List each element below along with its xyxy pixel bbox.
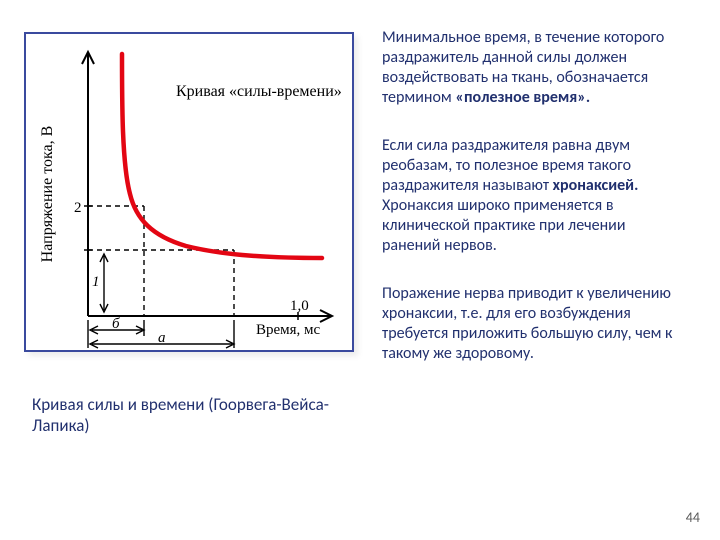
- paragraph-1: Минимальное время, в течение которого ра…: [382, 28, 684, 108]
- y-tick-2: 2: [74, 200, 82, 216]
- p1-bold: «полезное время».: [455, 88, 590, 107]
- left-column: Кривая «силы-времени» Напряжение тока, В…: [24, 24, 354, 520]
- p2-bold: хронаксией.: [553, 176, 639, 195]
- marker-b: б: [112, 316, 120, 332]
- paragraph-2: Если сила раздражителя равна двум реобаз…: [382, 136, 684, 256]
- y-axis-label: Напряжение тока, В: [39, 126, 56, 263]
- p2-post: Хронаксия широко применяется в клиническ…: [382, 196, 625, 255]
- marker-1-arrow: [100, 254, 108, 312]
- dashed-guides: [88, 206, 234, 316]
- x-tick-1: 1,0: [290, 298, 309, 314]
- paragraph-3: Поражение нерва приводит к увеличению хр…: [382, 284, 684, 364]
- slide-page: Кривая «силы-времени» Напряжение тока, В…: [0, 0, 720, 540]
- marker-a: а: [158, 330, 166, 346]
- strength-duration-figure: Кривая «силы-времени» Напряжение тока, В…: [24, 32, 354, 352]
- figure-caption: Кривая силы и времени (Гоорвега-Вейса-Ла…: [24, 394, 354, 437]
- curve-label: Кривая «силы-времени»: [176, 83, 342, 100]
- chart-labels: Кривая «силы-времени» Напряжение тока, В…: [39, 83, 342, 346]
- chart-svg: Кривая «силы-времени» Напряжение тока, В…: [26, 34, 352, 350]
- right-column: Минимальное время, в течение которого ра…: [382, 24, 684, 520]
- x-axis-label: Время, мс: [256, 322, 321, 338]
- marker-1: 1: [92, 274, 100, 290]
- page-number: 44: [686, 509, 700, 526]
